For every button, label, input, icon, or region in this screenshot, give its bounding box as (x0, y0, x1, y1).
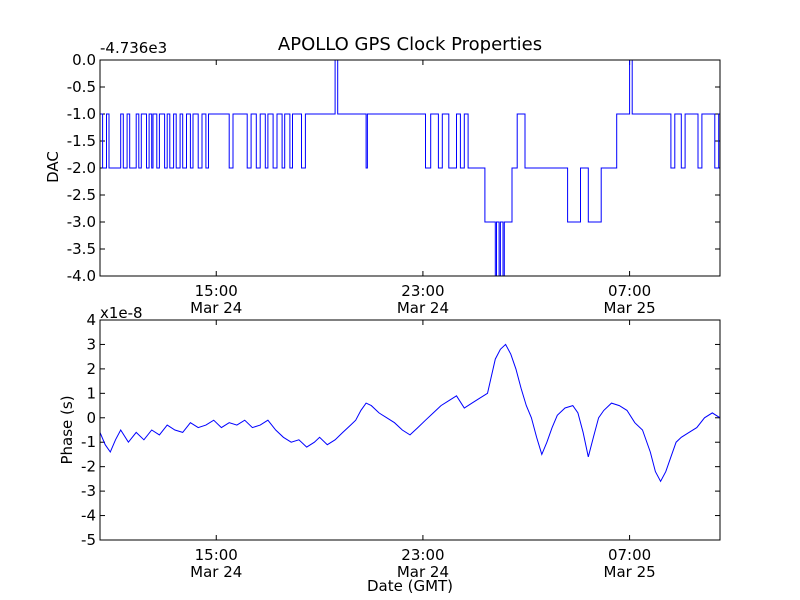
dac-xtick-time-label: 15:00 (195, 282, 238, 300)
phase-y-axis-label: Phase (s) (58, 395, 76, 464)
phase-ytick-label: -1 (81, 433, 96, 451)
phase-ytick-label: -4 (81, 507, 96, 525)
phase-offset-label: x1e-8 (100, 304, 143, 322)
phase-xtick-time-label: 23:00 (401, 546, 444, 564)
phase-series-line (99, 343, 721, 516)
phase-ytick-label: 0 (86, 409, 96, 427)
dac-ytick-label: -1.5 (67, 132, 96, 150)
dac-ytick-label: -2.5 (67, 186, 96, 204)
phase-xtick-time-label: 15:00 (195, 546, 238, 564)
phase-ytick-label: 3 (86, 335, 96, 353)
chart-title: APOLLO GPS Clock Properties (278, 34, 542, 55)
dac-ytick-label: -3.5 (67, 240, 96, 258)
dac-xtick-date-label: Mar 24 (397, 299, 449, 317)
dac-ytick-label: -1.0 (67, 105, 96, 123)
dac-xtick-time-label: 07:00 (608, 282, 651, 300)
dac-ytick-label: -0.5 (67, 78, 96, 96)
phase-plot-frame (99, 319, 721, 541)
dac-ytick-label: 0.0 (72, 51, 96, 69)
dac-ytick-label: -2.0 (67, 159, 96, 177)
phase-ytick-label: -2 (81, 458, 96, 476)
phase-panel: x1e-8 Phase (s) 43210-1-2-3-4-515:00Mar … (58, 304, 721, 595)
phase-ytick-label: 1 (86, 384, 96, 402)
dac-xtick-date-label: Mar 25 (604, 299, 656, 317)
phase-xtick-time-label: 07:00 (608, 546, 651, 564)
dac-plot-frame (99, 59, 721, 277)
phase-ytick-label: -3 (81, 482, 96, 500)
dac-ytick-label: -4.0 (67, 267, 96, 285)
phase-xtick-date-label: Mar 24 (190, 563, 242, 581)
dac-offset-label: -4.736e3 (100, 39, 167, 57)
phase-ytick-label: 2 (86, 360, 96, 378)
dac-xtick-time-label: 23:00 (401, 282, 444, 300)
dac-ytick-label: -3.0 (67, 213, 96, 231)
dac-panel: -4.736e3 DAC 0.0 -0.5 -1.0 -1.5 -2.0 -2.5 -3.0… (44, 39, 721, 317)
dac-y-axis-label: DAC (44, 151, 62, 183)
phase-xtick-date-label: Mar 24 (397, 563, 449, 581)
dac-xtick-date-label: Mar 24 (190, 299, 242, 317)
dac-series-line (100, 59, 721, 277)
phase-ytick-label: -5 (81, 531, 96, 549)
x-axis-label: Date (GMT) (367, 577, 453, 595)
phase-xtick-date-label: Mar 25 (604, 563, 656, 581)
phase-ytick-label: 4 (86, 311, 96, 329)
